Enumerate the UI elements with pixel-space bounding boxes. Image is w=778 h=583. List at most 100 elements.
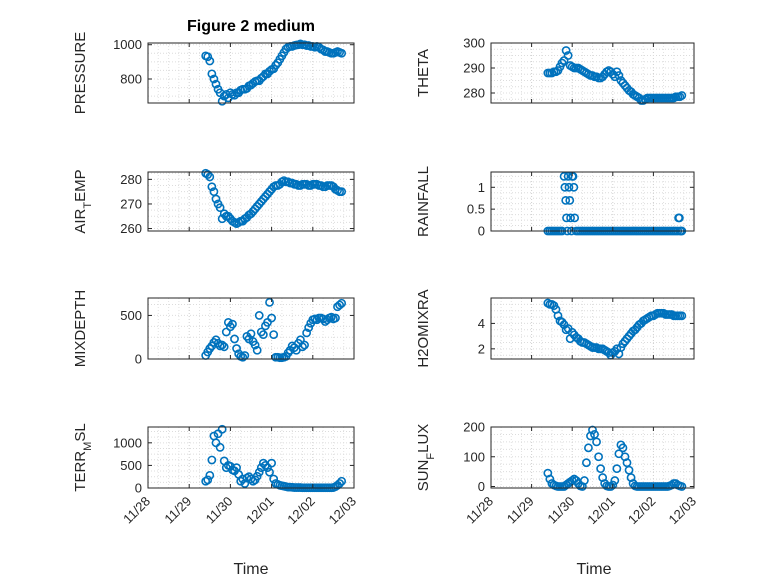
y-tick-label-0-0: 800 (120, 72, 142, 87)
data-point-1-33 (610, 72, 620, 82)
data-point-6-8 (217, 424, 227, 434)
x-tick-label-7-2: 11/30 (544, 494, 577, 527)
x-tick-label-7-4: 12/02 (625, 494, 659, 528)
axes-box-4 (147, 297, 355, 360)
data-point-4-18 (238, 352, 248, 362)
data-point-7-24 (592, 437, 601, 447)
y-tick-label-6-0: 0 (135, 481, 142, 496)
axes-box-5 (490, 297, 695, 360)
data-point-6-31 (265, 467, 274, 477)
y-tick-label-2-2: 280 (120, 172, 142, 187)
axes-box-2 (147, 171, 355, 232)
data-point-3-15 (565, 196, 575, 205)
data-point-7-19 (582, 458, 591, 468)
data-point-3-13 (563, 171, 573, 181)
y-axis-label-0: PRESSURE (72, 32, 89, 115)
data-point-4-66 (337, 298, 347, 308)
data-point-4-33 (269, 330, 279, 339)
data-point-2-2 (205, 172, 215, 182)
x-tick-label-7-0: 11/28 (463, 494, 496, 527)
data-point-7-25 (594, 452, 603, 462)
data-point-4-13 (228, 319, 237, 329)
data-point-7-66 (677, 482, 687, 491)
data-point-6-33 (269, 474, 279, 484)
y-tick-label-7-2: 200 (463, 420, 485, 435)
data-point-4-10 (221, 327, 231, 337)
y-tick-label-7-0: 0 (478, 479, 485, 494)
data-point-4-63 (331, 313, 340, 323)
y-tick-label-2-1: 270 (120, 196, 142, 211)
axes-box-3 (490, 171, 695, 232)
data-point-4-8 (217, 340, 227, 350)
data-point-7-33 (610, 476, 620, 485)
y-tick-label-5-0: 2 (478, 341, 485, 356)
data-point-6-65 (335, 479, 344, 488)
data-point-6-2 (205, 470, 215, 480)
data-point-2-1 (203, 170, 213, 179)
data-point-3-10 (561, 196, 571, 205)
x-tick-label-6-3: 12/01 (243, 494, 277, 528)
data-point-1-9 (561, 46, 571, 55)
x-axis-label-right: Time (577, 561, 612, 578)
data-point-4-22 (246, 329, 256, 339)
data-point-0-66 (337, 48, 347, 58)
data-point-3-14 (564, 182, 574, 192)
y-axis-label-2: AIRTEMP (72, 169, 94, 233)
data-point-6-7 (215, 442, 225, 452)
y-tick-label-6-1: 500 (120, 458, 142, 473)
x-tick-label-7-3: 12/01 (584, 494, 618, 528)
data-point-6-19 (240, 479, 250, 488)
data-point-1-10 (563, 51, 573, 60)
data-point-7-20 (584, 443, 593, 453)
data-point-3-8 (559, 171, 569, 181)
data-point-7-37 (618, 443, 628, 453)
y-axis-label-5: H2OMIXRA (415, 289, 432, 367)
data-point-5-66 (677, 311, 687, 321)
data-point-5-5 (553, 311, 563, 321)
data-point-6-26 (254, 467, 264, 477)
data-point-4-14 (230, 334, 239, 344)
data-point-7-22 (588, 425, 597, 435)
data-point-3-21 (570, 213, 580, 223)
plot-area-3 (491, 172, 694, 231)
data-point-4-15 (232, 344, 241, 353)
data-point-4-48 (300, 340, 309, 350)
data-point-3-74 (674, 213, 684, 223)
data-point-2-5 (211, 194, 221, 204)
data-point-6-1 (203, 475, 213, 485)
y-tick-label-1-1: 290 (463, 61, 485, 76)
x-tick-label-7-5: 12/03 (666, 494, 700, 528)
data-point-7-34 (612, 464, 622, 474)
data-point-4-28 (258, 330, 268, 339)
data-point-4-25 (252, 345, 262, 355)
axes-box-6 (147, 426, 355, 489)
y-tick-label-5-1: 4 (478, 316, 485, 331)
data-point-1-35 (614, 71, 624, 80)
y-tick-label-4-1: 500 (120, 308, 142, 323)
data-point-0-2 (205, 56, 215, 66)
x-tick-label-6-5: 12/03 (326, 494, 360, 528)
x-tick-label-6-2: 11/30 (203, 494, 236, 527)
y-tick-label-7-1: 100 (463, 449, 485, 464)
y-tick-label-3-1: 0.5 (467, 202, 485, 217)
y-axis-label-4: MIXDEPTH (72, 290, 89, 368)
data-point-7-18 (579, 476, 589, 485)
y-axis-label-6: TERRMSL (72, 423, 94, 491)
x-tick-label-6-1: 11/29 (161, 494, 194, 527)
data-point-7-61 (667, 480, 677, 490)
data-point-3-19 (568, 171, 578, 181)
y-tick-label-6-2: 1000 (113, 435, 142, 450)
data-point-3-9 (560, 182, 570, 192)
y-tick-label-1-0: 280 (463, 86, 485, 101)
data-point-4-50 (304, 323, 314, 333)
figure-title: Figure 2 medium (187, 18, 315, 35)
data-point-0-3 (207, 69, 217, 79)
data-point-3-20 (569, 182, 579, 192)
data-point-4-65 (335, 300, 344, 310)
data-point-4-61 (326, 312, 336, 322)
y-tick-label-3-0: 0 (478, 224, 485, 239)
data-point-4-47 (298, 342, 307, 352)
data-point-6-32 (267, 458, 276, 468)
y-tick-label-2-0: 260 (120, 221, 142, 236)
